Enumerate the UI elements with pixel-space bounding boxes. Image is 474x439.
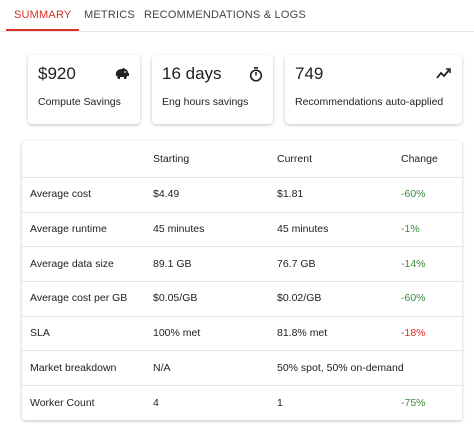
- table-cell: -1%: [401, 223, 420, 236]
- timer-icon: [249, 67, 263, 82]
- table-cell: 4: [153, 396, 159, 409]
- table-cell: Average cost per GB: [30, 292, 128, 305]
- tab[interactable]: RECOMMENDATIONS & LOGS: [144, 9, 306, 21]
- table-cell: Average data size: [30, 257, 114, 270]
- card-value: $920: [38, 64, 76, 83]
- table-cell: -60%: [401, 188, 426, 201]
- table-cell: $0.02/GB: [277, 292, 322, 305]
- card-value: 749: [295, 64, 324, 83]
- table-row: Worker Count 4 1 -75%: [22, 385, 462, 420]
- table-cell: N/A: [153, 361, 171, 374]
- table-row: Average cost $4.49 $1.81 -60%: [22, 177, 462, 213]
- table-cell: Average cost: [30, 188, 92, 201]
- table-cell: 81.8% met: [277, 327, 328, 340]
- table-cell: 50% spot, 50% on-demand: [277, 361, 404, 374]
- card: 749 Recommendations auto-applied: [285, 55, 462, 124]
- table-row: Average runtime 45 minutes 45 minutes -1%: [22, 212, 462, 248]
- table-cell: -60%: [401, 292, 426, 305]
- table-cell: $1.81: [277, 188, 304, 201]
- table-cell: -75%: [401, 396, 426, 409]
- card: 16 days Eng hours savings: [152, 55, 273, 124]
- table-cell: 1: [277, 396, 283, 409]
- table-cell: Starting: [153, 153, 190, 165]
- table-row: Average cost per GB $0.05/GB $0.02/GB -60%: [22, 281, 462, 317]
- card: $920 Compute Savings: [28, 55, 140, 124]
- table: Starting Current Change Average cost $4.49 $1…: [22, 141, 462, 420]
- tab[interactable]: METRICS: [84, 9, 135, 21]
- table-row: Market breakdown N/A 50% spot, 50% on-dema…: [22, 351, 462, 387]
- table-cell: Change: [401, 153, 438, 165]
- table-cell: 45 minutes: [277, 223, 329, 236]
- table-cell: -14%: [401, 257, 426, 270]
- table-cell: 76.7 GB: [277, 257, 316, 270]
- table-row: SLA 100% met 81.8% met -18%: [22, 316, 462, 352]
- trend-icon: [436, 68, 451, 79]
- table-cell: Worker Count: [30, 396, 95, 409]
- card-value: 16 days: [162, 64, 222, 83]
- tab-bar: SUMMARY METRICS RECOMMENDATIONS & LOGS: [0, 0, 474, 32]
- card-label: Eng hours savings: [162, 96, 249, 108]
- table-cell: 45 minutes: [153, 223, 205, 236]
- tab[interactable]: SUMMARY: [6, 0, 80, 31]
- table-cell: 89.1 GB: [153, 257, 192, 270]
- table-cell: 100% met: [153, 327, 201, 340]
- table-row: Starting Current Change: [22, 141, 462, 178]
- table-cell: -18%: [401, 327, 426, 340]
- table-row: Average data size 89.1 GB 76.7 GB -14%: [22, 246, 462, 283]
- table-cell: SLA: [30, 327, 50, 340]
- card-label: Recommendations auto-applied: [295, 96, 444, 108]
- table-cell: Average runtime: [30, 223, 107, 236]
- table-cell: $0.05/GB: [153, 292, 198, 305]
- piggy-icon: [115, 68, 129, 79]
- table-cell: Current: [277, 153, 313, 165]
- table-cell: $4.49: [153, 188, 180, 201]
- table-cell: Market breakdown: [30, 361, 117, 374]
- card-label: Compute Savings: [38, 96, 121, 108]
